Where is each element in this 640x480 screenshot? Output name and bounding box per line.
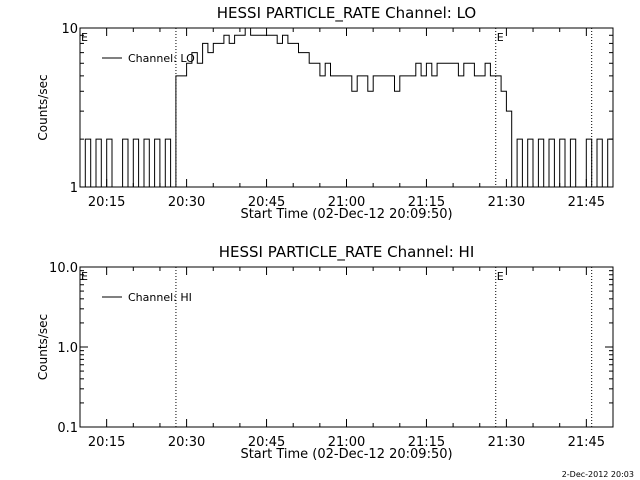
y-tick-label: 1 xyxy=(70,181,78,196)
chart-title: HESSI PARTICLE_RATE Channel: HI xyxy=(219,243,475,262)
y-tick-label: 10.0 xyxy=(49,261,78,276)
x-tick-label: 21:30 xyxy=(488,435,525,450)
x-tick-label: 20:15 xyxy=(88,195,125,210)
x-tick-label: 21:45 xyxy=(568,195,605,210)
x-axis-label: Start Time (02-Dec-12 20:09:50) xyxy=(240,447,452,462)
y-tick-label: 10 xyxy=(61,22,78,37)
legend-entry: Channel: HI xyxy=(128,291,192,304)
x-tick-label: 20:45 xyxy=(248,195,285,210)
x-tick-label: 21:45 xyxy=(568,435,605,450)
footer-timestamp: 2-Dec-2012 20:03 xyxy=(561,470,634,479)
event-marker-label: E xyxy=(81,270,88,283)
x-tick-label: 20:15 xyxy=(88,435,125,450)
x-axis-label: Start Time (02-Dec-12 20:09:50) xyxy=(240,207,452,222)
x-tick-label: 20:30 xyxy=(168,435,205,450)
x-tick-label: 20:30 xyxy=(168,195,205,210)
event-marker-label: E xyxy=(497,270,504,283)
x-tick-label: 20:45 xyxy=(248,435,285,450)
y-axis-label: Counts/sec xyxy=(36,74,50,140)
y-tick-label: 1.0 xyxy=(57,341,78,356)
event-marker-label: E xyxy=(497,31,504,44)
y-tick-label: 0.1 xyxy=(57,421,78,436)
chart-title: HESSI PARTICLE_RATE Channel: LO xyxy=(217,4,476,23)
series-line xyxy=(80,27,614,188)
x-tick-label: 21:00 xyxy=(328,435,365,450)
x-tick-label: 21:00 xyxy=(328,195,365,210)
event-marker-label: E xyxy=(81,31,88,44)
legend-entry: Channel: LO xyxy=(128,52,195,65)
x-tick-label: 21:15 xyxy=(408,435,445,450)
x-tick-label: 21:15 xyxy=(408,195,445,210)
x-tick-label: 21:30 xyxy=(488,195,525,210)
y-axis-label: Counts/sec xyxy=(36,314,50,380)
